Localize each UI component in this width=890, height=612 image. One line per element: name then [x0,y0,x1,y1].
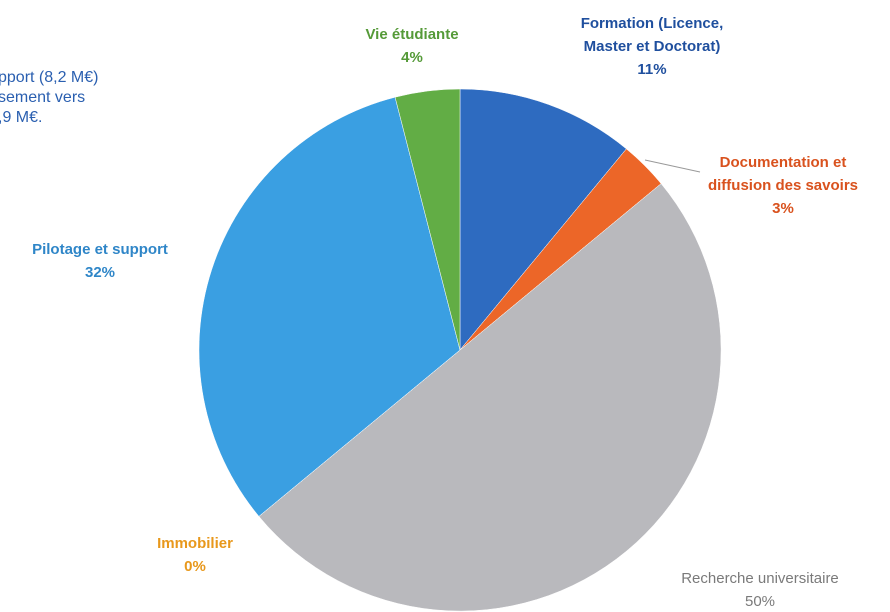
slice-label: Formation (Licence, Master et Doctorat) 1… [565,12,740,81]
category-label: Formation (Licence, Master et Doctorat) [580,15,724,55]
category-label: Immobilier [157,535,233,552]
value-label: 50% [744,593,776,610]
slice-label: Pilotage et support 32% [0,238,200,284]
annotation: sement vers [0,89,86,106]
category-label: Vie étudiante [365,26,459,43]
slice-label: Vie étudiante 4% [337,23,487,69]
leader-line [644,159,701,173]
category-label: Pilotage et support [32,241,168,258]
category-label: Documentation et diffusion des savoirs [707,154,859,194]
pie-slice [258,183,722,612]
value-label: 3% [772,200,794,217]
value-label: 11% [637,61,667,78]
value-label: 32% [84,264,116,281]
value-label: 0% [184,558,206,575]
annotation: pport (8,2 M€) [0,69,99,86]
pie-slice [198,96,461,517]
pie-slice [459,88,627,351]
value-label: 4% [401,49,423,66]
pie-slice [394,88,461,351]
slice-label: Recherche universitaire 50% [630,567,890,612]
annotation: ,9 M€. [0,109,43,126]
category-label: Recherche universitaire [681,570,839,587]
slice-label: Documentation et diffusion des savoirs 3% [696,151,871,220]
slice-label: Immobilier 0% [120,532,270,578]
